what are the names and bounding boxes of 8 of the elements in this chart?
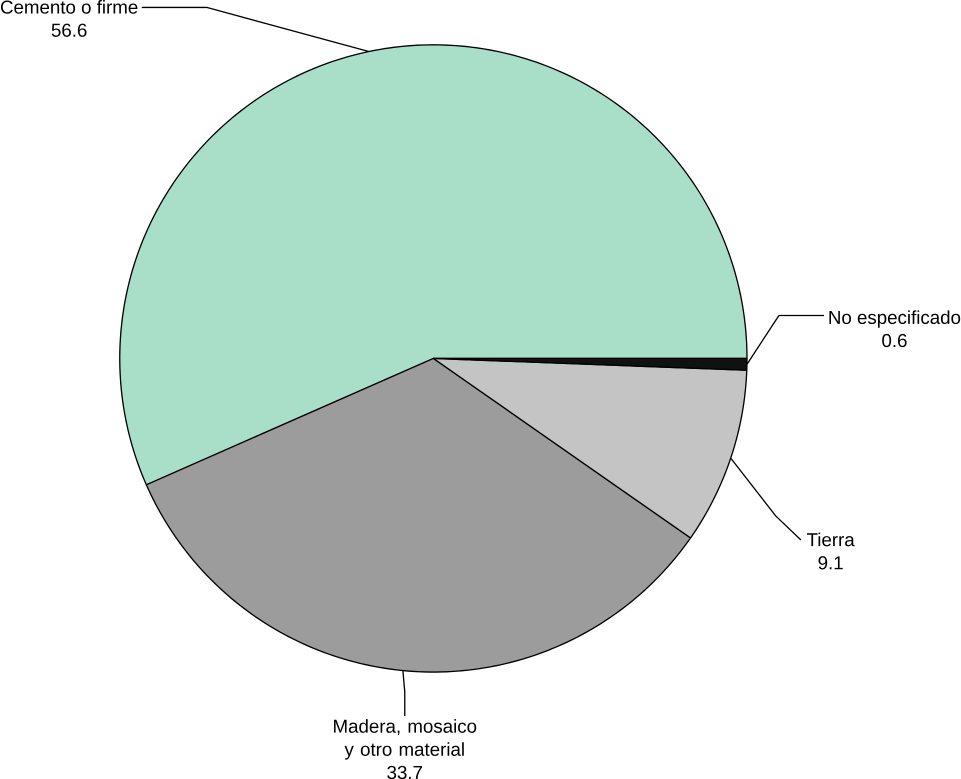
data-label: 33.7 [387,766,422,779]
slice-label: Cemento o firme [0,0,138,14]
slice-label: Madera, mosaico y otro material [334,719,476,760]
slice-label: No especificado [829,310,960,328]
slice-label: Tierra [806,532,855,546]
data-label: 56.6 [52,24,87,37]
data-label: 0.6 [882,334,907,348]
data-label: 9.1 [818,556,843,570]
